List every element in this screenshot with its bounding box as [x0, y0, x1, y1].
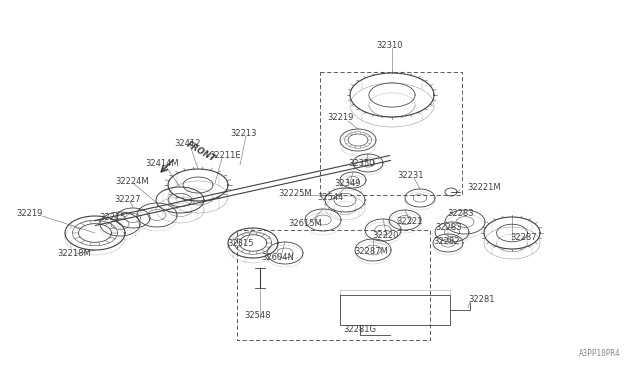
Text: 32282: 32282	[434, 237, 460, 247]
Text: 32310: 32310	[377, 41, 403, 49]
Text: 32213: 32213	[231, 128, 257, 138]
Text: 32615M: 32615M	[288, 218, 322, 228]
Text: 32287: 32287	[510, 234, 536, 243]
Text: 32283: 32283	[448, 208, 474, 218]
Text: 32231: 32231	[397, 170, 424, 180]
Text: 32349: 32349	[335, 179, 361, 187]
Text: 32350: 32350	[349, 158, 375, 167]
Text: 32548: 32548	[244, 311, 271, 320]
Text: 32414M: 32414M	[145, 158, 179, 167]
Text: 32287M: 32287M	[354, 247, 388, 257]
Text: 32544: 32544	[317, 193, 343, 202]
Text: 32604N: 32604N	[262, 253, 294, 263]
Text: 32218M: 32218M	[57, 248, 91, 257]
Text: 32219: 32219	[327, 113, 353, 122]
Text: 32315: 32315	[228, 238, 254, 247]
Text: FRONT: FRONT	[185, 140, 218, 164]
Text: 32227: 32227	[115, 196, 141, 205]
Text: 32221: 32221	[396, 218, 422, 227]
Text: 32412: 32412	[174, 138, 200, 148]
Text: 32225M: 32225M	[278, 189, 312, 198]
Text: 32283: 32283	[436, 224, 462, 232]
Text: 32220: 32220	[372, 231, 398, 240]
Text: 32224M: 32224M	[115, 177, 149, 186]
Text: 32211E: 32211E	[209, 151, 241, 160]
Text: 32215: 32215	[99, 212, 125, 221]
Text: 32221M: 32221M	[467, 183, 500, 192]
Text: A3PP10PR4: A3PP10PR4	[579, 349, 620, 358]
Text: 32219: 32219	[16, 209, 42, 218]
Text: 32281G: 32281G	[344, 326, 376, 334]
Text: 32281: 32281	[468, 295, 495, 305]
